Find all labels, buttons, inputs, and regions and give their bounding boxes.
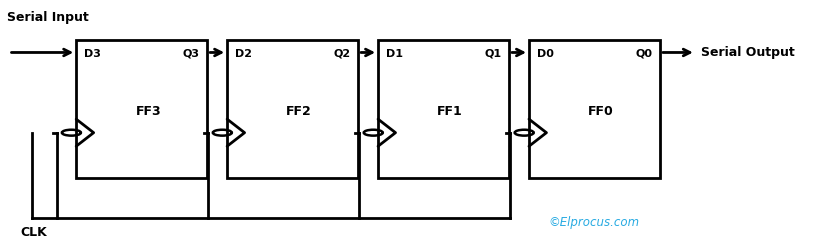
Text: FF1: FF1	[437, 105, 463, 119]
Bar	[378, 40, 509, 178]
Text: Q1: Q1	[484, 49, 501, 59]
Text: Q2: Q2	[333, 49, 350, 59]
Text: D2: D2	[235, 49, 252, 59]
Text: FF2: FF2	[286, 105, 312, 119]
Text: Serial Output: Serial Output	[702, 46, 795, 59]
Bar	[227, 40, 358, 178]
Text: Q3: Q3	[183, 49, 200, 59]
Text: ©Elprocus.com: ©Elprocus.com	[548, 216, 640, 229]
Text: D3: D3	[84, 49, 101, 59]
Text: FF0: FF0	[588, 105, 614, 119]
Text: Serial Input: Serial Input	[7, 11, 89, 25]
Text: D1: D1	[386, 49, 403, 59]
Bar	[529, 40, 660, 178]
Bar	[76, 40, 207, 178]
Text: Q0: Q0	[635, 49, 652, 59]
Text: CLK: CLK	[20, 226, 47, 239]
Text: D0: D0	[537, 49, 553, 59]
Text: FF3: FF3	[135, 105, 161, 119]
